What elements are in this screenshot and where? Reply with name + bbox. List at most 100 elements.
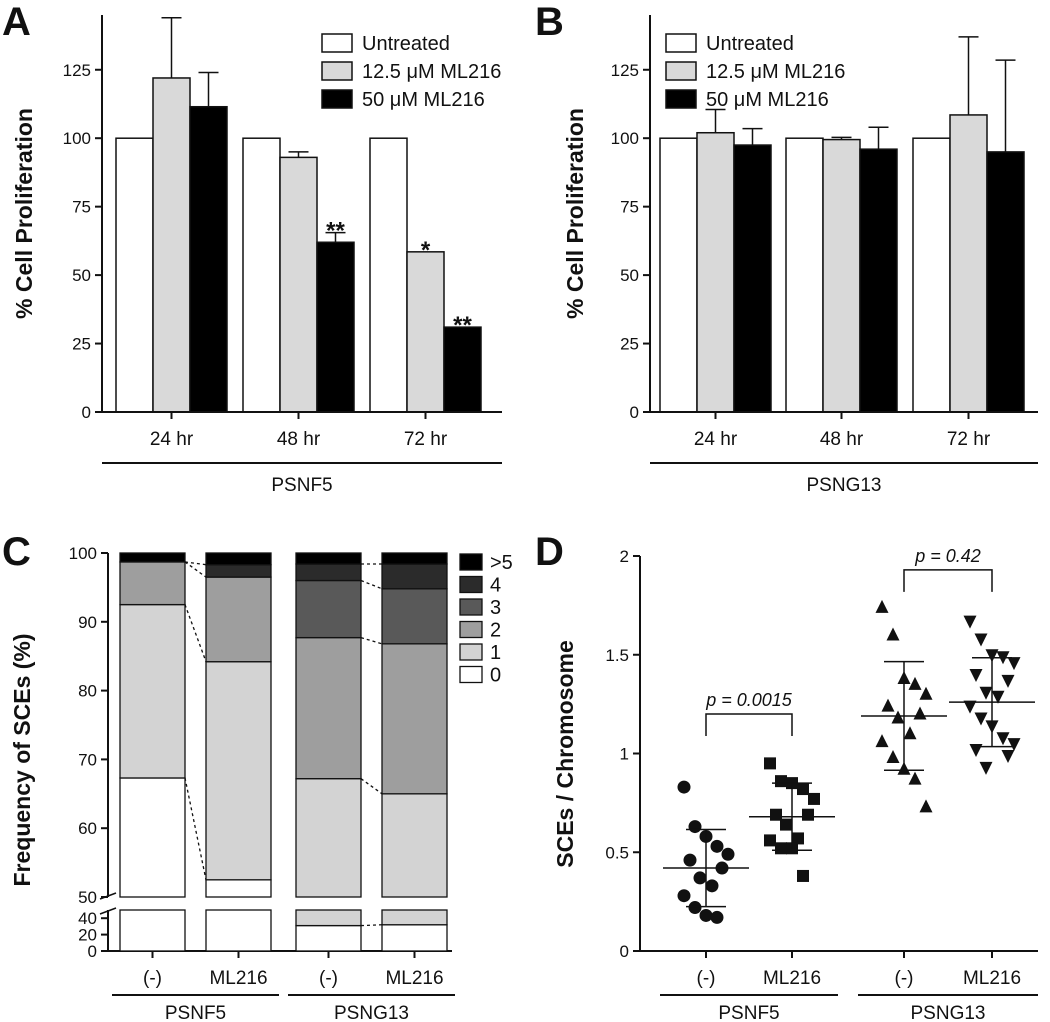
c-y-axis-label: Frequency of SCEs (%) [9,633,35,886]
b-legend-label: 50 μM ML216 [706,89,829,111]
a-significance-marker: ** [326,218,345,245]
d-data-point-triangle-down [1007,738,1021,752]
d-data-point-triangle-down [1001,749,1015,763]
a-bar-12-5-m-ml216 [152,77,191,413]
c-stack-segment-2 [381,643,448,795]
a-bar-12-5-m-ml216 [279,156,318,413]
panel-d-scatter-chart: 0 0.5 1 1.5 2 SCEs / Chromosome (-) ML216 (-) ML2… [552,546,1038,1022]
d-data-point-triangle-up [908,676,922,690]
c-stack-segment-2 [119,561,186,606]
c-legend-swatch [459,575,483,594]
b-legend-swatch [665,89,697,109]
c-legend-label: 3 [490,597,501,619]
c-stack-segment-0 [205,909,272,952]
c-stack-segment-1 [295,778,362,898]
b-y-tick-label: 75 [620,198,639,217]
panel-b-bar-chart: % Cell Proliferation 0 25 50 75 100 125 24 hr 48… [562,15,1038,496]
c-y-tick-label: 70 [78,750,97,769]
d-p-value-label: p = 0.42 [914,546,981,566]
a-bar-12-5-m-ml216 [406,251,445,413]
d-data-point-square [792,832,804,845]
b-legend-swatch [665,33,697,53]
c-stack-segment-1 [119,603,186,779]
c-dashed-connector [360,778,383,795]
d-data-point-triangle-down [1001,674,1015,688]
c-y-tick-label: 100 [69,544,97,563]
d-data-point-triangle-down [974,712,988,726]
b-y-tick-label: 100 [611,129,639,148]
c-x-tick-label: (-) [319,968,338,989]
a-significance-marker: * [421,237,431,264]
b-bar-12-5-m-ml216 [949,114,988,413]
d-data-point-triangle-down [996,732,1010,746]
c-stack-segment-0 [295,924,362,952]
d-data-point-circle [710,839,724,853]
d-y-tick-label: 0 [620,942,629,961]
b-bar-untreated [785,137,824,413]
c-dashed-connector [360,579,383,590]
a-legend-label: Untreated [362,33,450,55]
d-data-point-square [802,808,814,821]
c-stack-segment-2 [205,576,272,663]
d-data-point-circle [699,908,713,922]
panel-letter-c: C [2,530,31,574]
c-stack-segment-gt5 [205,552,272,566]
d-x-tick-label: ML216 [963,968,1021,989]
d-data-point-triangle-down [991,690,1005,704]
panel-letter-d: D [535,530,564,574]
c-stack-segment-0 [205,879,272,898]
panel-letter-a: A [2,0,31,44]
c-dashed-connector [360,637,383,645]
b-y-tick-label: 0 [630,403,639,422]
panel-a-bar-chart: % Cell Proliferation 0 25 50 75 100 125 24 hr 48… [11,15,502,496]
a-y-tick-label: 25 [72,335,91,354]
d-data-point-triangle-up [886,627,900,641]
d-data-point-circle [721,847,735,861]
a-bar-untreated [369,137,408,413]
d-y-tick-label: 0.5 [605,843,629,862]
c-legend-label: 2 [490,620,501,642]
a-y-axis-label: % Cell Proliferation [11,108,37,319]
b-legend-label: 12.5 μM ML216 [706,61,845,83]
c-x-tick-label: (-) [143,968,162,989]
d-data-point-square [797,783,809,796]
c-y-tick-label: 60 [78,819,97,838]
b-bar-50-m-ml216 [859,148,898,413]
a-bar-untreated [115,137,154,413]
c-stack-segment-gt5 [119,552,186,563]
c-legend-label: 1 [490,642,501,664]
d-data-point-circle [688,901,702,915]
b-y-axis-label: % Cell Proliferation [562,108,588,319]
d-data-point-square [775,775,787,788]
d-comparison-bracket [705,713,793,736]
a-y-tick-label: 125 [63,61,91,80]
d-comparison-bracket [903,569,993,592]
d-data-point-triangle-up [881,698,895,712]
d-data-point-triangle-down [974,633,988,647]
b-x-tick-label: 72 hr [947,429,991,450]
c-dashed-connector [184,604,207,662]
a-x-tick-label: 24 hr [150,429,194,450]
a-y-tick-label: 100 [63,129,91,148]
c-legend-swatch [459,598,483,616]
d-data-point-square [764,757,776,770]
c-group-label: PSNF5 [165,1003,226,1022]
c-legend-label: 0 [490,665,501,687]
d-data-point-triangle-down [979,761,993,775]
c-stack-segment-1 [381,793,448,898]
a-y-tick-label: 0 [82,403,91,422]
b-legend-label: Untreated [706,33,794,55]
b-bar-untreated [659,137,698,413]
d-data-point-triangle-down [979,686,993,700]
c-dashed-connector [184,777,207,880]
b-bar-12-5-m-ml216 [696,131,735,413]
a-bar-50-m-ml216 [316,241,355,413]
c-legend-label: 4 [490,575,501,597]
a-legend-swatch [321,61,353,81]
d-data-point-triangle-down [963,700,977,714]
d-p-value-label: p = 0.0015 [705,690,793,710]
c-legend-swatch [459,643,483,661]
b-bar-50-m-ml216 [986,151,1025,413]
